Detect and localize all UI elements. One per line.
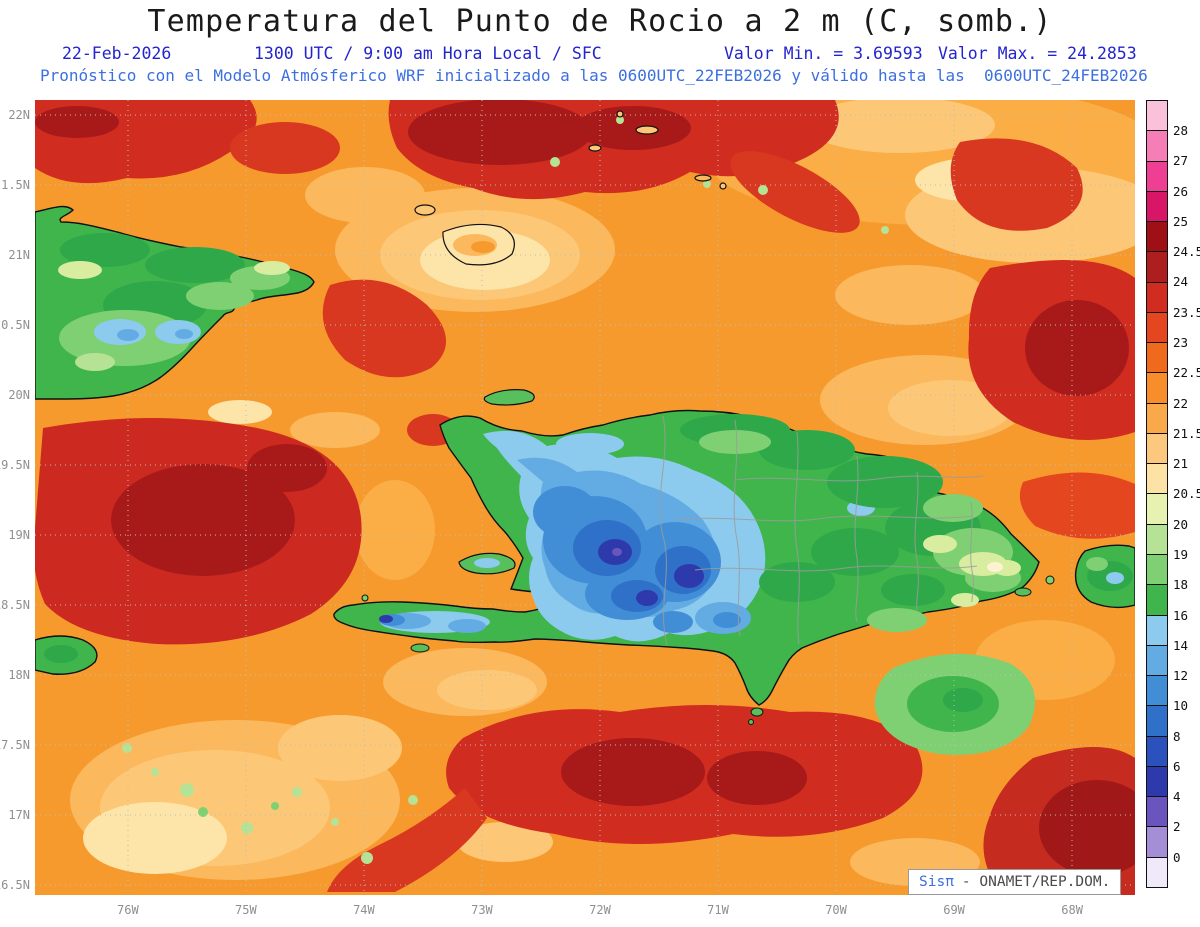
y-tick-label: 21.5N	[0, 178, 30, 192]
y-tick-label: 17.5N	[0, 738, 30, 752]
y-tick-label: 20.5N	[0, 318, 30, 332]
colorbar-swatch	[1147, 464, 1167, 495]
credit-sispi: Sisπ	[919, 874, 954, 890]
colorbar-tick-label: 23.5	[1173, 304, 1200, 320]
colorbar-tick-label: 27	[1173, 153, 1189, 169]
colorbar-tick-label: 19	[1173, 546, 1189, 562]
colorbar-tick-label: 8	[1173, 728, 1181, 744]
colorbar-swatch	[1147, 191, 1167, 223]
colorbar-tick-label: 22	[1173, 395, 1189, 411]
colorbar-swatch	[1147, 282, 1167, 313]
hispaniola-landmass	[333, 409, 1040, 706]
colorbar-swatch	[1147, 797, 1167, 828]
colorbar-tick-label: 12	[1173, 668, 1189, 684]
x-tick-label: 75W	[235, 903, 257, 917]
colorbar-swatch	[1147, 524, 1167, 555]
y-tick-label: 16.5N	[0, 878, 30, 892]
colorbar-tick-label: 26	[1173, 183, 1189, 199]
colorbar-swatch	[1147, 403, 1167, 434]
colorbar-tick-label: 21	[1173, 456, 1189, 472]
colorbar-tick-label: 25	[1173, 213, 1189, 229]
y-tick-label: 19N	[8, 528, 30, 542]
y-tick-label: 18N	[8, 668, 30, 682]
colorbar-swatch	[1147, 373, 1167, 404]
colorbar-tick-label: 23	[1173, 334, 1189, 350]
map-canvas	[33, 85, 1165, 895]
small-south-islands	[361, 575, 1055, 725]
colorbar-swatch	[1147, 857, 1167, 887]
colorbar-swatch	[1147, 101, 1167, 132]
colorbar-swatch	[1147, 736, 1167, 767]
valid-time: 1300 UTC / 9:00 am Hora Local / SFC	[254, 44, 602, 63]
colorbar-tick-label: 2	[1173, 819, 1181, 835]
gonave-island	[458, 552, 516, 575]
colorbar-swatch	[1147, 585, 1167, 616]
max-value-label: Valor Max. = 24.2853	[938, 44, 1137, 63]
y-tick-label: 17N	[8, 808, 30, 822]
colorbar-tick-label: 24.5	[1173, 244, 1200, 260]
colorbar-labels: 28 27 26 25 24.5 24 23.5 23 22.5 22 21.5 21 20.5 20 19…	[1173, 123, 1200, 865]
dewpoint-map	[33, 85, 1165, 895]
y-tick-label: 20N	[8, 388, 30, 402]
x-axis-labels: 76W 75W 74W 73W 72W 71W 70W 69W 68W	[117, 903, 1083, 917]
colorbar-swatch	[1147, 222, 1167, 253]
x-tick-label: 76W	[117, 903, 139, 917]
min-value-label: Valor Min. = 3.69593	[724, 44, 923, 63]
x-tick-label: 71W	[707, 903, 729, 917]
colorbar-swatch	[1147, 615, 1167, 646]
model-description: Pronóstico con el Modelo Atmósferico WRF…	[40, 66, 1148, 85]
colorbar-swatch	[1147, 161, 1167, 192]
y-tick-label: 21N	[8, 248, 30, 262]
y-tick-label: 18.5N	[0, 598, 30, 612]
colorbar	[1146, 100, 1168, 888]
x-tick-label: 68W	[1061, 903, 1083, 917]
x-tick-label: 69W	[943, 903, 965, 917]
colorbar-tick-label: 0	[1173, 849, 1181, 865]
cool-patch-south-of-dr	[874, 653, 1035, 755]
colorbar-tick-label: 18	[1173, 577, 1189, 593]
x-tick-label: 70W	[825, 903, 847, 917]
colorbar-swatch	[1147, 252, 1167, 283]
cuba-landmass	[34, 205, 315, 400]
credit-box: Sisπ - ONAMET/REP.DOM.	[908, 869, 1122, 895]
y-axis-labels: 22N 21.5N 21N 20.5N 20N 19.5N 19N 18.5N 18N 17.5N…	[0, 108, 30, 892]
colorbar-tick-label: 14	[1173, 637, 1189, 653]
province-borders	[659, 415, 984, 646]
colorbar-swatch	[1147, 766, 1167, 798]
colorbar-swatch	[1147, 343, 1167, 374]
x-tick-label: 72W	[589, 903, 611, 917]
forecast-date: 22-Feb-2026	[62, 44, 172, 63]
colorbar-tick-label: 22.5	[1173, 365, 1200, 381]
colorbar-swatch	[1147, 312, 1167, 344]
y-tick-label: 22N	[8, 108, 30, 122]
colorbar-tick-label: 28	[1173, 123, 1189, 138]
colorbar-swatch	[1147, 645, 1167, 677]
x-tick-label: 74W	[353, 903, 375, 917]
colorbar-tick-label: 10	[1173, 698, 1189, 714]
tortuga-island	[483, 389, 535, 406]
y-tick-label: 19.5N	[0, 458, 30, 472]
colorbar-swatch	[1147, 554, 1167, 586]
colorbar-swatch	[1147, 131, 1167, 162]
scattered-speckles	[122, 116, 889, 864]
puerto-rico-landmass	[1074, 544, 1136, 609]
colorbar-tick-label: 6	[1173, 758, 1181, 774]
map-title: Temperatura del Punto de Rocio a 2 m (C,…	[147, 4, 1053, 39]
colorbar-tick-label: 20.5	[1173, 486, 1200, 502]
colorbar-tick-label: 24	[1173, 274, 1189, 290]
jamaica-fragment	[34, 635, 98, 675]
colorbar-swatch	[1147, 676, 1167, 707]
colorbar-tick-label: 21.5	[1173, 425, 1200, 441]
bahamas-turks-islands	[414, 110, 727, 266]
colorbar-swatch	[1147, 706, 1167, 737]
colorbar-tick-label: 16	[1173, 607, 1189, 623]
colorbar-swatch	[1147, 433, 1167, 465]
credit-onamet: - ONAMET/REP.DOM.	[961, 874, 1111, 890]
colorbar-tick-label: 20	[1173, 516, 1189, 532]
colorbar-swatch	[1147, 827, 1167, 858]
x-tick-label: 73W	[471, 903, 493, 917]
colorbar-tick-label: 4	[1173, 789, 1181, 805]
colorbar-swatch	[1147, 494, 1167, 525]
